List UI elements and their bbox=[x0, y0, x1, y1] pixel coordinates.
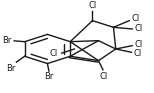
Text: Cl: Cl bbox=[132, 15, 140, 23]
Text: Br: Br bbox=[44, 72, 54, 81]
Text: Cl: Cl bbox=[135, 40, 143, 49]
Text: Cl: Cl bbox=[134, 49, 142, 58]
Text: Cl: Cl bbox=[88, 1, 97, 10]
Text: Br: Br bbox=[2, 36, 12, 45]
Text: Cl: Cl bbox=[100, 72, 108, 81]
Text: Cl: Cl bbox=[135, 24, 143, 33]
Text: Br: Br bbox=[6, 64, 16, 73]
Text: Cl: Cl bbox=[50, 49, 58, 58]
